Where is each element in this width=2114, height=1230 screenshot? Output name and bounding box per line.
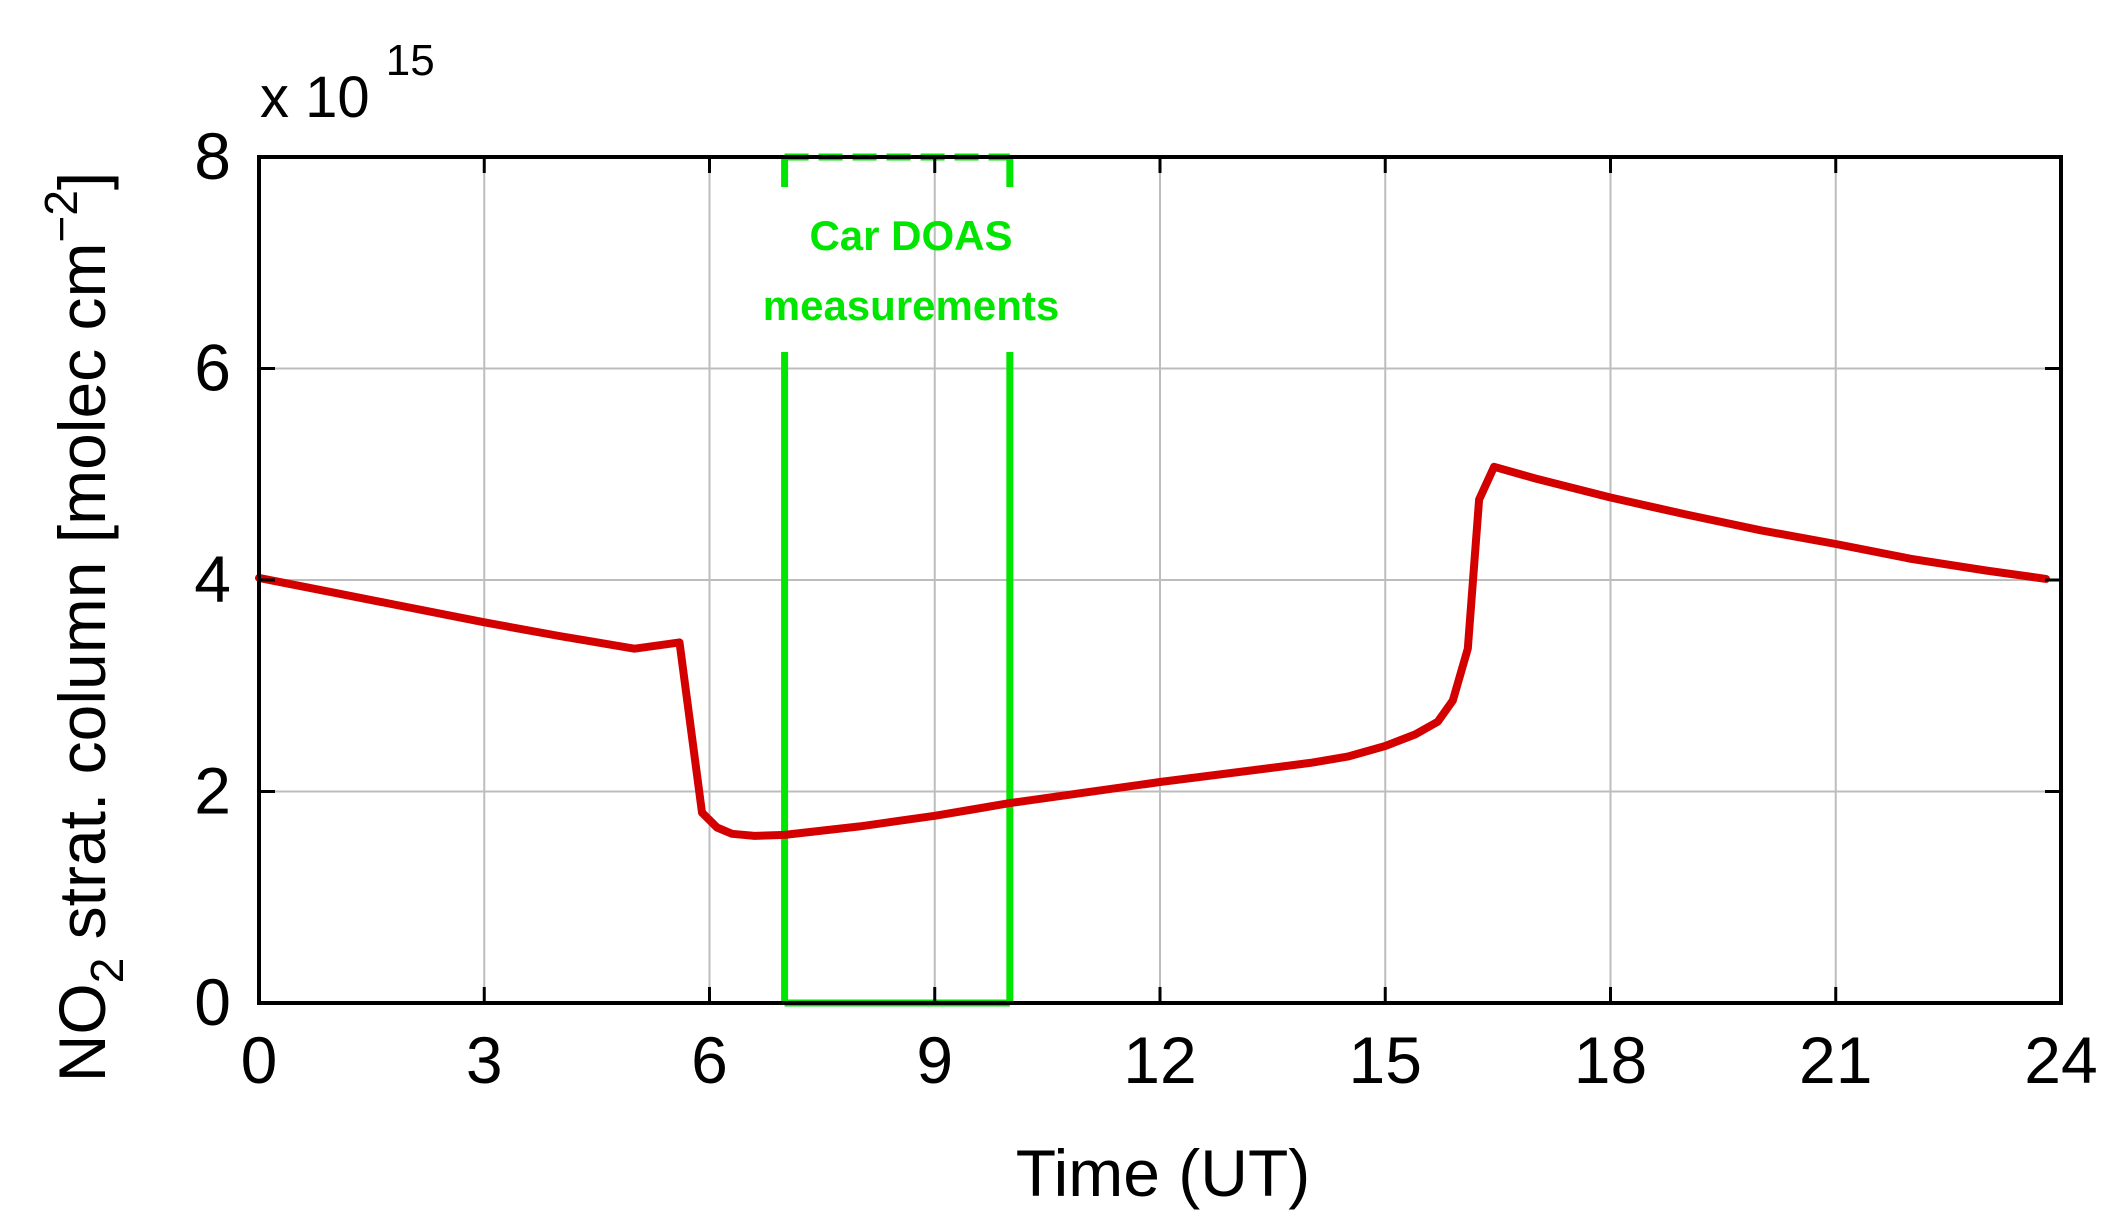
y-axis-title-subscript: 2 bbox=[81, 958, 133, 984]
x-tick-label: 21 bbox=[1799, 1023, 1872, 1097]
series-line-0 bbox=[255, 462, 2050, 840]
y-axis-title-close: ] bbox=[45, 172, 119, 190]
y-multiplier-label: x 10 15 bbox=[260, 36, 435, 130]
series-group bbox=[255, 462, 2050, 840]
x-tick-label: 3 bbox=[466, 1023, 503, 1097]
x-axis-title: Time (UT) bbox=[1016, 1136, 1311, 1210]
y-axis-title-rest: strat. column [molec cm bbox=[45, 243, 119, 958]
annotation-text: Car DOAS measurements bbox=[763, 212, 1059, 329]
axis-ticks bbox=[257, 155, 2063, 1005]
y-tick-label: 0 bbox=[194, 965, 231, 1039]
y-multiplier-base: x 10 bbox=[260, 65, 370, 130]
y-axis-title-main: NO bbox=[45, 983, 119, 1082]
x-tick-label: 18 bbox=[1574, 1023, 1647, 1097]
y-tick-label: 8 bbox=[194, 119, 231, 193]
grid-lines bbox=[259, 157, 2061, 1003]
x-tick-label: 0 bbox=[241, 1023, 278, 1097]
x-tick-labels: 0 3 6 9 12 15 18 21 24 bbox=[241, 1023, 2098, 1097]
annotation-line-1: Car DOAS bbox=[809, 212, 1012, 259]
y-tick-label: 6 bbox=[194, 331, 231, 405]
y-multiplier-exponent: 15 bbox=[386, 36, 435, 85]
y-tick-labels: 0 2 4 6 8 bbox=[194, 119, 231, 1039]
x-tick-label: 12 bbox=[1123, 1023, 1196, 1097]
y-axis-title: NO2 strat. column [molec cm−2] bbox=[35, 172, 133, 1083]
x-tick-label: 15 bbox=[1349, 1023, 1422, 1097]
y-axis-title-superscript: −2 bbox=[35, 190, 87, 242]
annotation-line-2: measurements bbox=[763, 282, 1059, 329]
y-tick-label: 4 bbox=[194, 542, 231, 616]
y-tick-label: 2 bbox=[194, 754, 231, 828]
x-tick-label: 24 bbox=[2024, 1023, 2097, 1097]
x-tick-label: 9 bbox=[916, 1023, 953, 1097]
x-tick-label: 6 bbox=[691, 1023, 728, 1097]
